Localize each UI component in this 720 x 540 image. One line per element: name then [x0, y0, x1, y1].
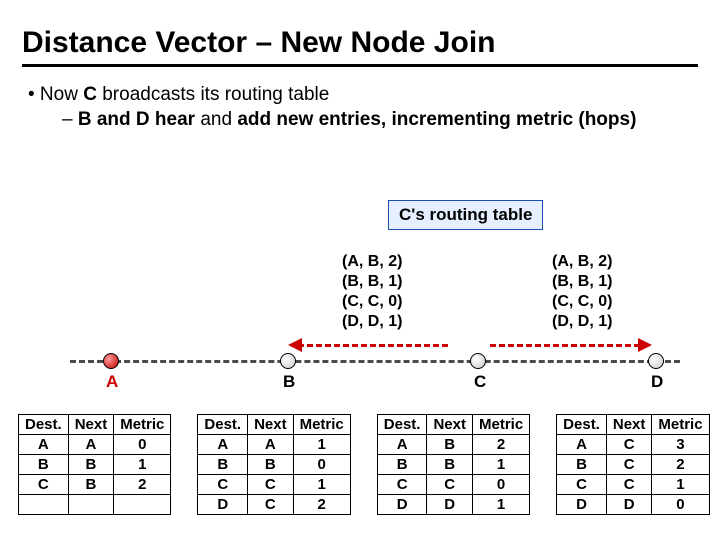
bullet-sub-prefix: – [62, 109, 78, 130]
col-metric: Metric [472, 415, 529, 435]
table-header-row: Dest. Next Metric [377, 415, 529, 435]
bullet-top-prefix: • Now [28, 84, 83, 105]
tuple-row: (C, C, 0) [342, 292, 402, 312]
table-row: DD1 [377, 495, 529, 515]
table-header-row: Dest. Next Metric [198, 415, 350, 435]
bullet-sub-bold2: add new entries, incrementing metric (ho… [237, 109, 636, 130]
col-next: Next [606, 415, 652, 435]
c-routing-table-box: C's routing table [388, 200, 543, 230]
tuples-right: (A, B, 2) (B, B, 1) (C, C, 0) (D, D, 1) [552, 252, 612, 332]
node-a-label: A [106, 372, 118, 392]
table-row: CC1 [198, 475, 350, 495]
tuple-row: (D, D, 1) [552, 312, 612, 332]
bullet-top-bold: C [83, 84, 97, 105]
bullet-list: • Now C broadcasts its routing table – B… [22, 83, 698, 132]
routing-table-d: Dest. Next Metric AC3 BC2 CC1 DD0 [556, 414, 709, 515]
node-c-icon [470, 353, 486, 369]
col-next: Next [248, 415, 294, 435]
bullet-top-suffix: broadcasts its routing table [97, 84, 329, 105]
slide-title: Distance Vector – New Node Join [22, 26, 698, 60]
node-a-icon [103, 353, 119, 369]
table-row [19, 495, 171, 515]
table-row: BB1 [19, 455, 171, 475]
routing-tables-row: Dest. Next Metric AA0 BB1 CB2 Dest. Next… [18, 414, 702, 515]
col-dest: Dest. [557, 415, 607, 435]
table-row: AC3 [557, 435, 709, 455]
col-metric: Metric [114, 415, 171, 435]
table-row: DD0 [557, 495, 709, 515]
table-row: BB0 [198, 455, 350, 475]
tuple-row: (A, B, 2) [552, 252, 612, 272]
table-row: CC0 [377, 475, 529, 495]
table-row: BC2 [557, 455, 709, 475]
node-c-label: C [474, 372, 486, 392]
routing-table-b: Dest. Next Metric AA1 BB0 CC1 DC2 [197, 414, 350, 515]
network-diagram: A B C D [30, 346, 690, 390]
table-row: BB1 [377, 455, 529, 475]
routing-table-c: Dest. Next Metric AB2 BB1 CC0 DD1 [377, 414, 530, 515]
table-header-row: Dest. Next Metric [19, 415, 171, 435]
bullet-sub-mid: and [195, 109, 237, 130]
node-d-label: D [651, 372, 663, 392]
table-row: DC2 [198, 495, 350, 515]
table-row: AA0 [19, 435, 171, 455]
node-b-icon [280, 353, 296, 369]
tuple-row: (B, B, 1) [552, 272, 612, 292]
col-dest: Dest. [377, 415, 427, 435]
table-row: CC1 [557, 475, 709, 495]
node-d-icon [648, 353, 664, 369]
tuple-row: (B, B, 1) [342, 272, 402, 292]
title-rule [22, 64, 698, 67]
tuple-row: (A, B, 2) [342, 252, 402, 272]
col-metric: Metric [652, 415, 709, 435]
table-row: AB2 [377, 435, 529, 455]
tuples-left: (A, B, 2) (B, B, 1) (C, C, 0) (D, D, 1) [342, 252, 402, 332]
col-next: Next [68, 415, 114, 435]
tuple-row: (C, C, 0) [552, 292, 612, 312]
col-dest: Dest. [198, 415, 248, 435]
bullet-sub-bold1: B and D hear [78, 109, 195, 130]
bullet-sub: – B and D hear and add new entries, incr… [62, 108, 682, 133]
col-dest: Dest. [19, 415, 69, 435]
routing-table-a: Dest. Next Metric AA0 BB1 CB2 [18, 414, 171, 515]
tuple-row: (D, D, 1) [342, 312, 402, 332]
bullet-top: • Now C broadcasts its routing table [28, 83, 698, 108]
col-metric: Metric [293, 415, 350, 435]
table-header-row: Dest. Next Metric [557, 415, 709, 435]
table-row: AA1 [198, 435, 350, 455]
col-next: Next [427, 415, 473, 435]
table-row: CB2 [19, 475, 171, 495]
link-line [70, 360, 680, 363]
node-b-label: B [283, 372, 295, 392]
